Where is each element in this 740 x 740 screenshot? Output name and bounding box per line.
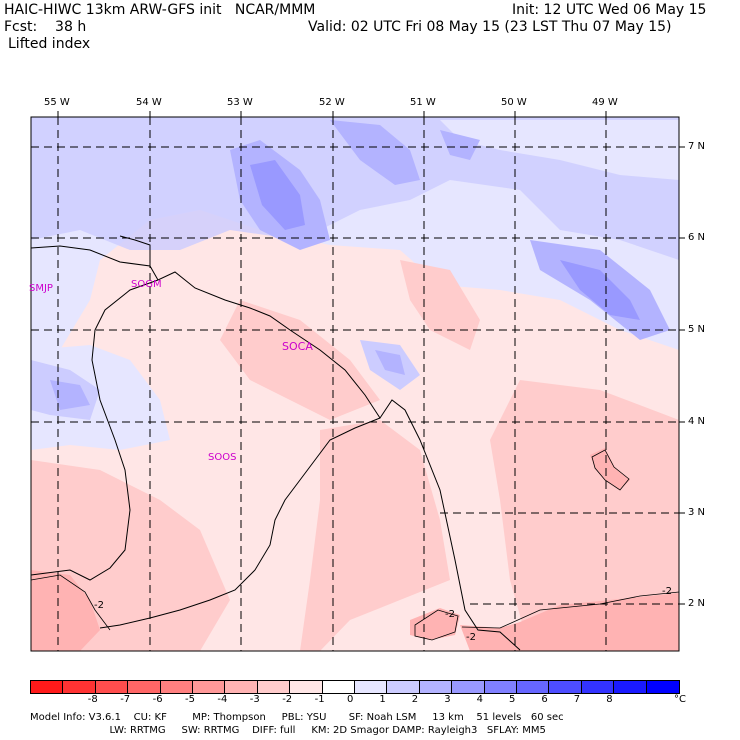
model-info-line1: Model Info: V3.6.1 CU: KF MP: Thompson P… xyxy=(30,712,564,723)
lon-label: 51 W xyxy=(410,97,436,108)
lat-lon-grid xyxy=(31,117,679,651)
colorbar-tick-label: 7 xyxy=(573,694,581,705)
station-label-soca: SOCA xyxy=(282,340,313,353)
lon-label: 53 W xyxy=(227,97,253,108)
colorbar-tick-label: 1 xyxy=(379,694,386,705)
colorbar-swatch xyxy=(321,680,357,694)
colorbar-swatch xyxy=(483,680,519,694)
colorbar-swatch xyxy=(613,680,649,694)
colorbar-tick-label: -6 xyxy=(152,694,163,705)
lon-label: 50 W xyxy=(501,97,527,108)
colorbar-swatch xyxy=(256,680,292,694)
colorbar-tick-label: -7 xyxy=(120,694,131,705)
lon-label: 52 W xyxy=(319,97,345,108)
lat-label: 7 N xyxy=(688,141,706,152)
lon-label: 49 W xyxy=(592,97,618,108)
station-label-sogm: SOGM xyxy=(131,279,162,290)
colorbar-tick-label: 4 xyxy=(476,694,483,705)
lon-label: 55 W xyxy=(44,97,70,108)
colorbar-unit: °C xyxy=(674,694,686,705)
contour-label: -2 xyxy=(662,586,672,597)
colorbar-tick-label: -1 xyxy=(314,694,325,705)
lat-label: 3 N xyxy=(688,507,706,518)
lat-label: 6 N xyxy=(688,232,706,243)
colorbar-tick-label: 3 xyxy=(444,694,451,705)
colorbar-swatch xyxy=(516,680,551,694)
colorbar-tick-label: -4 xyxy=(217,694,228,705)
colorbar-swatch xyxy=(30,680,65,694)
station-label-soos: SOOS xyxy=(208,452,237,463)
colorbar-swatch xyxy=(354,680,389,694)
colorbar-swatch xyxy=(386,680,422,694)
header-valid-time: Valid: 02 UTC Fri 08 May 15 (23 LST Thu … xyxy=(308,19,672,35)
model-info-line2: LW: RRTMG SW: RRTMG DIFF: full KM: 2D Sm… xyxy=(30,725,546,736)
map-frame xyxy=(30,116,680,652)
colorbar-swatch xyxy=(159,680,195,694)
colorbar-swatch xyxy=(289,680,325,694)
colorbar-tick-label: 8 xyxy=(606,694,613,705)
field-name: Lifted index xyxy=(8,36,91,52)
lat-label: 4 N xyxy=(688,416,706,427)
colorbar-swatch xyxy=(224,680,260,694)
contour-label: -2 xyxy=(466,632,476,643)
header-init: Init: 12 UTC Wed 06 May 15 xyxy=(512,2,707,18)
colorbar-tick-label: 6 xyxy=(541,694,548,705)
colorbar-swatch xyxy=(548,680,584,694)
colorbar-swatch xyxy=(418,680,454,694)
colorbar-tick-label: 5 xyxy=(509,694,516,705)
colorbar-tick-label: -2 xyxy=(282,694,293,705)
colorbar-swatch xyxy=(127,680,163,694)
colorbar-swatch xyxy=(580,680,616,694)
station-label-smjp: SMJP xyxy=(29,283,53,294)
colorbar-tick-label: -3 xyxy=(249,694,260,705)
lat-label: 5 N xyxy=(688,324,706,335)
contour-label: -2 xyxy=(445,609,455,620)
colorbar-tick-label: -8 xyxy=(87,694,98,705)
lon-label: 54 W xyxy=(136,97,162,108)
lifted-index-field xyxy=(31,117,679,651)
colorbar-swatch xyxy=(62,680,98,694)
header-forecast-hour: Fcst: 38 h xyxy=(4,19,87,35)
colorbar-swatch xyxy=(94,680,130,694)
colorbar-swatch xyxy=(451,680,487,694)
colorbar-tick-label: 0 xyxy=(347,694,354,705)
colorbar-swatch xyxy=(645,680,681,694)
header-title: HAIC-HIWC 13km ARW-GFS init NCAR/MMM xyxy=(4,2,316,18)
colorbar-tick-label: 2 xyxy=(411,694,419,705)
lat-label: 2 N xyxy=(688,598,706,609)
colorbar-tick-label: -5 xyxy=(185,694,195,705)
colorbar-swatch xyxy=(192,680,227,694)
contour-label: -2 xyxy=(94,600,104,611)
